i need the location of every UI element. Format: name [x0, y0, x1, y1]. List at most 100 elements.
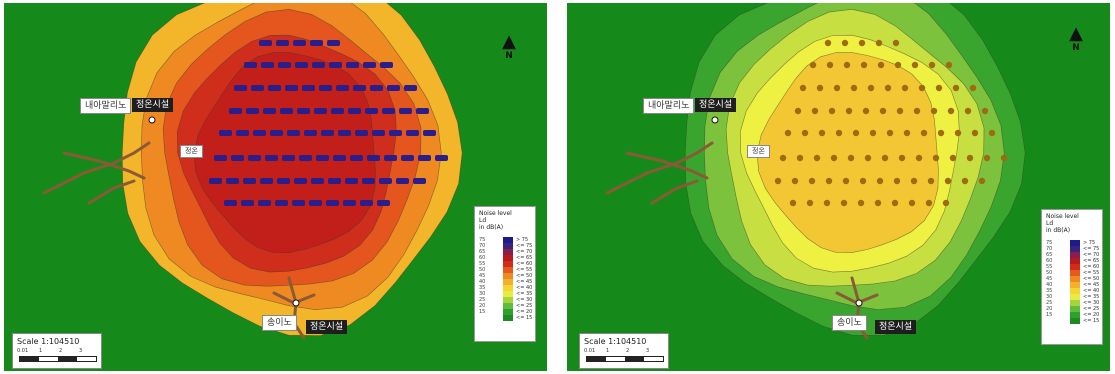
turbine-source: [329, 62, 342, 68]
turbine-source: [343, 200, 356, 206]
turbine-source: [321, 130, 334, 136]
legend-row: <= 70: [503, 249, 532, 255]
legend-swatch: [503, 249, 513, 255]
legend-swatch: [1070, 252, 1080, 258]
legend-left-value: 30: [479, 291, 486, 297]
turbine-source: [365, 108, 378, 114]
legend-level-label: <= 55: [516, 267, 533, 273]
noise-legend: Noise level Ld in dB(A) 75 70 65 60 55 50 45 40…: [1041, 209, 1103, 345]
legend-swatch: [503, 255, 513, 261]
site-marker-icon: [855, 299, 863, 307]
turbine-source: [867, 84, 875, 92]
turbine-source: [367, 155, 380, 161]
turbine-source: [214, 155, 227, 161]
legend-level-label: > 75: [1083, 240, 1096, 246]
legend-swatch: [503, 297, 513, 303]
legend-swatch: [1070, 318, 1080, 324]
turbine-source: [891, 199, 899, 207]
turbine-source: [859, 177, 867, 185]
turbine-source: [413, 178, 426, 184]
legend-level-label: <= 40: [1083, 288, 1100, 294]
noise-contour-map: [605, 3, 1026, 340]
turbine-source: [387, 85, 400, 91]
legend-left-value: 55: [1046, 264, 1053, 270]
turbine-source: [338, 130, 351, 136]
turbine-source: [910, 177, 918, 185]
turbine-source: [942, 199, 950, 207]
turbine-source: [811, 107, 819, 115]
legend-swatch: [1070, 282, 1080, 288]
turbine-source: [327, 40, 340, 46]
legend-level-label: <= 15: [1083, 318, 1100, 324]
legend-left-value: 75: [479, 237, 486, 243]
turbine-source: [328, 178, 341, 184]
turbine-source: [824, 39, 832, 47]
turbine-source: [236, 130, 249, 136]
legend-level-label: <= 25: [1083, 306, 1100, 312]
turbine-source: [892, 39, 900, 47]
turbine-source: [276, 40, 289, 46]
legend-swatch: [1070, 258, 1080, 264]
legend-level-label: <= 30: [1083, 300, 1100, 306]
turbine-source: [896, 107, 904, 115]
turbine-source: [818, 129, 826, 137]
turbine-source: [309, 200, 322, 206]
turbine-source: [404, 85, 417, 91]
legend-swatch: [503, 315, 513, 321]
legend-swatches: > 75 <= 75 <= 70 <= 65 <= 60 <= 55 <= 50 <= 45 <…: [1070, 240, 1099, 324]
turbine-source: [331, 108, 344, 114]
legend-swatch: [1070, 246, 1080, 252]
scale-tick: 2: [59, 348, 63, 354]
legend-left-value: 20: [1046, 306, 1053, 312]
place-label-facility-small: 정온: [180, 145, 203, 158]
turbine-source: [380, 62, 393, 68]
legend-row: <= 40: [503, 285, 532, 291]
turbine-source: [311, 178, 324, 184]
legend-level-label: <= 15: [516, 315, 533, 321]
legend-row: <= 30: [503, 297, 532, 303]
turbine-source: [816, 84, 824, 92]
turbine-source: [860, 61, 868, 69]
turbine-source: [234, 85, 247, 91]
scale-tick: 2: [626, 348, 630, 354]
turbine-source: [884, 84, 892, 92]
terrain-trace: [625, 151, 709, 180]
legend-left-value: 50: [1046, 270, 1053, 276]
legend-row: <= 15: [1070, 318, 1099, 324]
legend-left-values: 75 70 65 60 55 50 45 40 35 30 25 20 15: [1046, 240, 1052, 318]
terrain-trace: [87, 179, 136, 205]
place-label-facility-lower: 정온시설: [875, 320, 917, 334]
turbine-source: [850, 84, 858, 92]
legend-left-value: 60: [1046, 258, 1053, 264]
turbine-source: [406, 130, 419, 136]
legend-row: <= 40: [1070, 288, 1099, 294]
legend-swatch: [1070, 312, 1080, 318]
turbine-source: [377, 200, 390, 206]
turbine-source: [346, 62, 359, 68]
turbine-source: [243, 178, 256, 184]
turbine-source: [809, 61, 817, 69]
legend-swatch: [1070, 240, 1080, 246]
turbine-source: [947, 107, 955, 115]
legend-level-label: <= 60: [1083, 264, 1100, 270]
legend-row: > 75: [503, 237, 532, 243]
legend-left-value: 75: [1046, 240, 1053, 246]
north-arrow-icon: ▲ N: [1067, 25, 1085, 54]
legend-level-label: <= 20: [516, 309, 533, 315]
terrain-trace: [42, 141, 151, 195]
site-marker-icon: [711, 116, 719, 124]
legend-level-label: <= 70: [1083, 252, 1100, 258]
turbine-source: [852, 129, 860, 137]
scale-tick: 0.01: [584, 348, 596, 354]
legend-row: <= 20: [503, 309, 532, 315]
turbine-source: [843, 61, 851, 69]
turbine-source: [293, 40, 306, 46]
legend-left-value: 25: [479, 297, 486, 303]
turbine-source: [801, 129, 809, 137]
turbine-source: [845, 107, 853, 115]
turbine-source: [841, 39, 849, 47]
turbine-source: [937, 129, 945, 137]
legend-level-label: <= 50: [516, 273, 533, 279]
turbine-source: [930, 107, 938, 115]
legend-swatch: [1070, 288, 1080, 294]
